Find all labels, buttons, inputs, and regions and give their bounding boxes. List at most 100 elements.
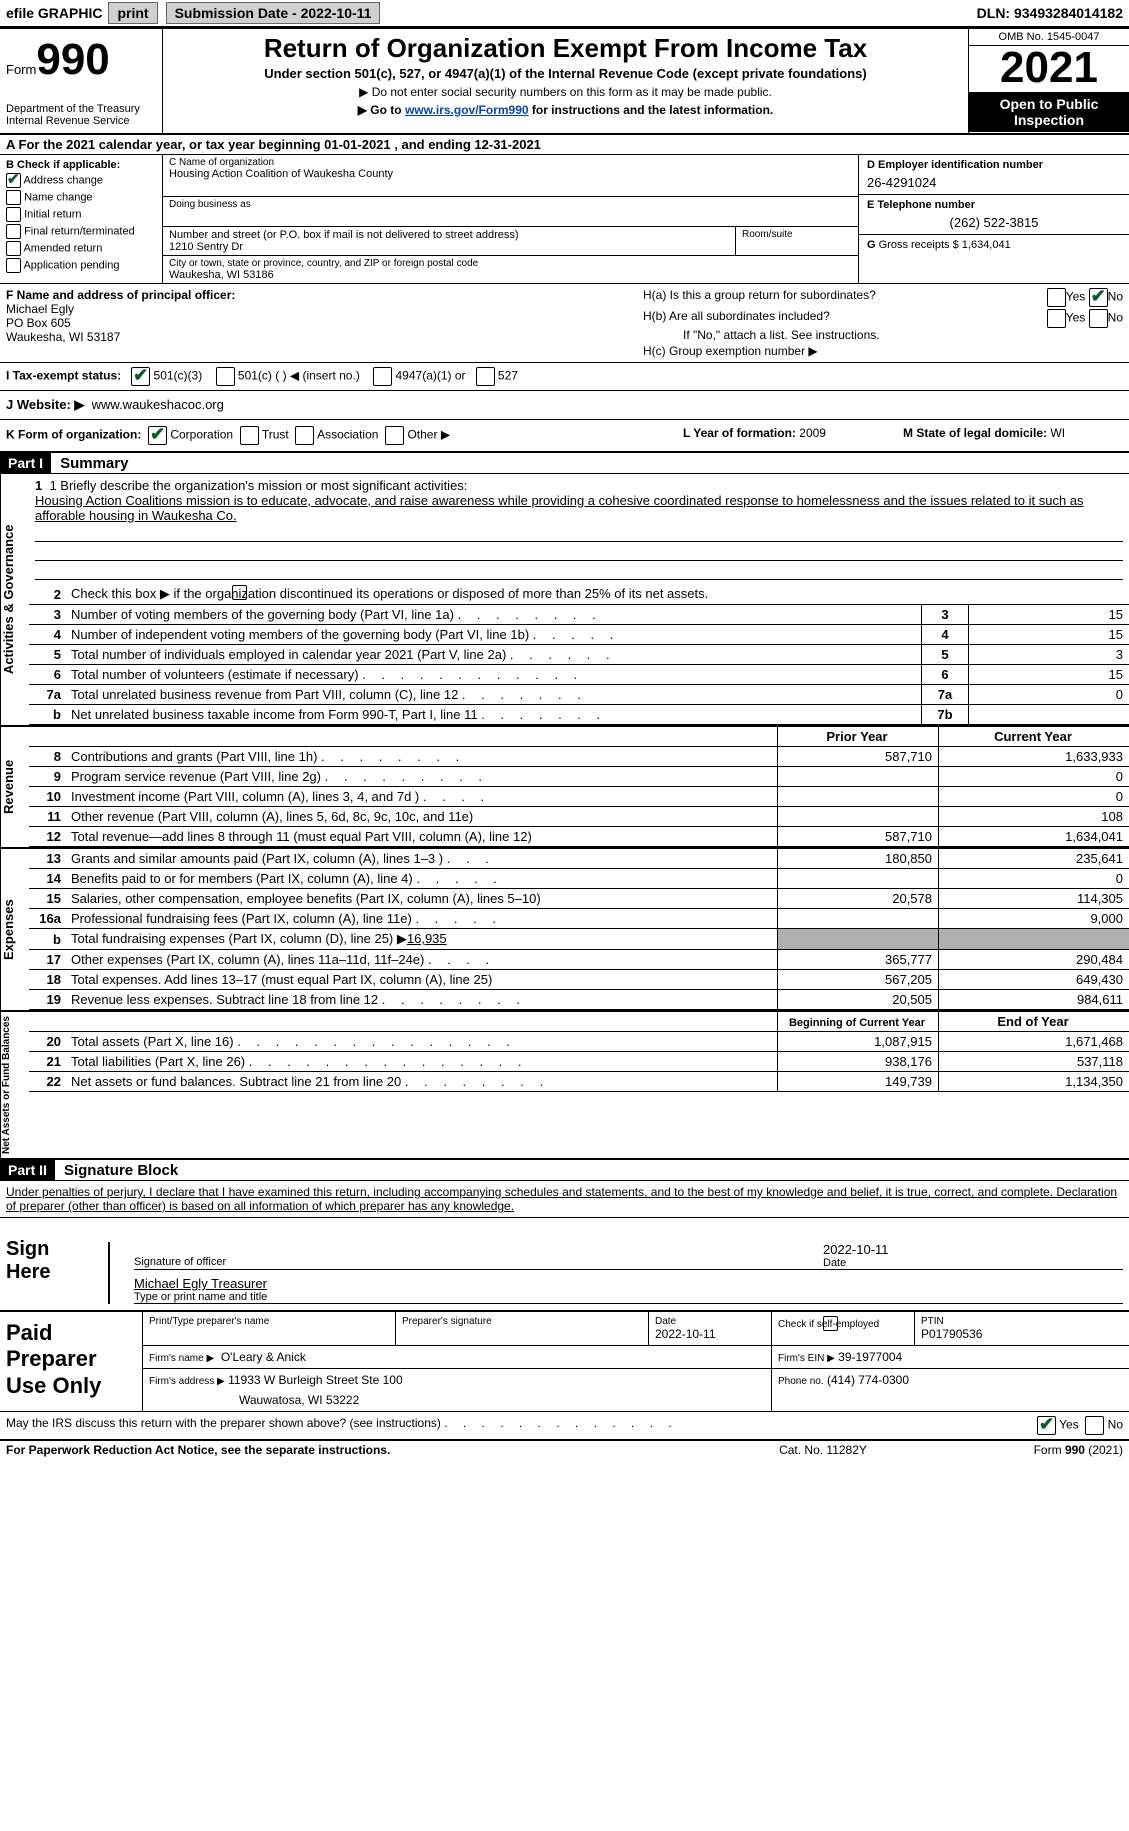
col-b-checkboxes: B Check if applicable: Address change Na… [0, 155, 163, 283]
cb-initial-return[interactable] [6, 207, 21, 222]
street-address: 1210 Sentry Dr [169, 241, 729, 253]
cb-ha-no[interactable] [1089, 288, 1108, 307]
cb-hb-yes[interactable] [1047, 309, 1066, 328]
form-990-page: efile GRAPHIC print Submission Date - 20… [0, 0, 1129, 1459]
street-row: Number and street (or P.O. box if mail i… [163, 227, 858, 256]
revenue-section: Revenue Prior YearCurrent Year 8Contribu… [0, 727, 1129, 849]
cb-other[interactable] [385, 426, 404, 445]
submission-date: Submission Date - 2022-10-11 [166, 2, 381, 24]
top-toolbar: efile GRAPHIC print Submission Date - 20… [0, 0, 1129, 27]
cb-trust[interactable] [240, 426, 259, 445]
vlabel-ag: Activities & Governance [0, 474, 29, 725]
form-note1: ▶ Do not enter social security numbers o… [171, 85, 960, 99]
vlabel-na: Net Assets or Fund Balances [0, 1012, 29, 1158]
year-formation: L Year of formation: 2009 [683, 426, 903, 445]
firm-name: O'Leary & Anick [221, 1350, 306, 1364]
cb-address-change[interactable] [6, 173, 21, 188]
ag-lines-table: 2Check this box ▶ if the organization di… [29, 584, 1129, 725]
irs-label: Internal Revenue Service [6, 115, 156, 127]
preparer-table: Print/Type preparer's name Preparer's si… [143, 1312, 1129, 1411]
cb-name-change[interactable] [6, 190, 21, 205]
firm-phone: (414) 774-0300 [827, 1373, 909, 1387]
cb-hb-no[interactable] [1089, 309, 1108, 328]
telephone-value: (262) 522-3815 [867, 215, 1121, 230]
form-number: 990 [36, 35, 109, 84]
website-row: J Website: ▶ www.waukeshacoc.org [0, 391, 1129, 420]
ein-value: 26-4291024 [867, 175, 1121, 190]
form-number-box: Form990 Department of the Treasury Inter… [0, 29, 163, 133]
part1-badge: Part I [0, 453, 51, 473]
col-d-contact: D Employer identification number 26-4291… [858, 155, 1129, 283]
gross-receipts: 1,634,041 [962, 239, 1011, 251]
cb-4947[interactable] [373, 367, 392, 386]
sign-here-block: Sign Here Signature of officer 2022-10-1… [0, 1218, 1129, 1312]
vlabel-rev: Revenue [0, 727, 29, 847]
officer-name: Michael Egly [6, 302, 631, 316]
row-a-period: A For the 2021 calendar year, or tax yea… [0, 135, 1129, 155]
footer-cat: Cat. No. 11282Y [723, 1443, 923, 1457]
officer-addr: PO Box 605 [6, 316, 631, 330]
mission-block: 1 1 Briefly describe the organization's … [29, 474, 1129, 584]
entity-block: B Check if applicable: Address change Na… [0, 155, 1129, 284]
cb-501c[interactable] [216, 367, 235, 386]
form-title-box: Return of Organization Exempt From Incom… [163, 29, 968, 133]
dba-cell: Doing business as [163, 197, 858, 227]
cb-ha-yes[interactable] [1047, 288, 1066, 307]
form-subtitle: Under section 501(c), 527, or 4947(a)(1)… [171, 66, 960, 81]
rev-lines-table: Prior YearCurrent Year 8Contributions an… [29, 727, 1129, 847]
website-value: www.waukeshacoc.org [92, 397, 224, 412]
exp-lines-table: 13Grants and similar amounts paid (Part … [29, 849, 1129, 1010]
sign-here-label: Sign Here [0, 1218, 102, 1310]
tel-cell: E Telephone number (262) 522-3815 [859, 195, 1129, 235]
penalty-statement: Under penalties of perjury, I declare th… [0, 1181, 1129, 1218]
city-state-zip: Waukesha, WI 53186 [169, 269, 852, 281]
preparer-label: Paid Preparer Use Only [0, 1312, 142, 1411]
sig-officer-label: Signature of officer [134, 1242, 823, 1269]
cb-corporation[interactable] [148, 426, 167, 445]
ptin-value: P01790536 [921, 1327, 1123, 1341]
officer-city: Waukesha, WI 53187 [6, 330, 631, 344]
officer-cell: F Name and address of principal officer:… [0, 284, 637, 362]
firm-addr1: 11933 W Burleigh Street Ste 100 [228, 1373, 403, 1387]
cb-discuss-yes[interactable] [1037, 1416, 1056, 1435]
ein-cell: D Employer identification number 26-4291… [859, 155, 1129, 195]
cb-application-pending[interactable] [6, 258, 21, 273]
row-k-l-m: K Form of organization: Corporation Trus… [0, 420, 1129, 453]
group-return-cell: H(a) Is this a group return for subordin… [637, 284, 1129, 362]
form-header: Form990 Department of the Treasury Inter… [0, 27, 1129, 135]
sig-date: 2022-10-11 [823, 1242, 1123, 1257]
print-button[interactable]: print [108, 2, 157, 24]
col-c-org-info: C Name of organization Housing Action Co… [163, 155, 858, 283]
open-inspection: Open to Public Inspection [969, 92, 1129, 132]
tax-year: 2021 [969, 46, 1129, 92]
cb-line2[interactable] [232, 585, 247, 600]
cb-discuss-no[interactable] [1085, 1416, 1104, 1435]
state-domicile: M State of legal domicile: WI [903, 426, 1123, 445]
form-title: Return of Organization Exempt From Incom… [171, 33, 960, 64]
tax-exempt-row: I Tax-exempt status: 501(c)(3) 501(c) ( … [0, 363, 1129, 391]
firm-addr2: Wauwatosa, WI 53222 [149, 1387, 765, 1407]
cb-self-employed[interactable] [823, 1316, 838, 1331]
na-lines-table: Beginning of Current YearEnd of Year 20T… [29, 1012, 1129, 1092]
org-name-cell: C Name of organization Housing Action Co… [163, 155, 858, 197]
footer-form: Form 990 (2021) [923, 1443, 1123, 1457]
cb-amended-return[interactable] [6, 241, 21, 256]
room-suite-label: Room/suite [736, 227, 858, 255]
cb-final-return[interactable] [6, 224, 21, 239]
cb-501c3[interactable] [131, 367, 150, 386]
cb-association[interactable] [295, 426, 314, 445]
part2-badge: Part II [0, 1160, 55, 1180]
sig-name: Michael Egly Treasurer [134, 1276, 1123, 1291]
mission-text: Housing Action Coalitions mission is to … [35, 493, 1123, 523]
irs-link[interactable]: www.irs.gov/Form990 [405, 103, 529, 117]
dept-label: Department of the Treasury [6, 103, 156, 115]
part1-header-row: Part I Summary [0, 453, 1129, 474]
form-note2: ▶ Go to www.irs.gov/Form990 for instruct… [171, 103, 960, 117]
org-name: Housing Action Coalition of Waukesha Cou… [169, 168, 852, 180]
vlabel-exp: Expenses [0, 849, 29, 1010]
cb-527[interactable] [476, 367, 495, 386]
part1-title: Summary [54, 453, 134, 474]
form-word: Form [6, 62, 36, 77]
discuss-row: May the IRS discuss this return with the… [0, 1412, 1129, 1441]
part2-header-row: Part II Signature Block [0, 1160, 1129, 1181]
